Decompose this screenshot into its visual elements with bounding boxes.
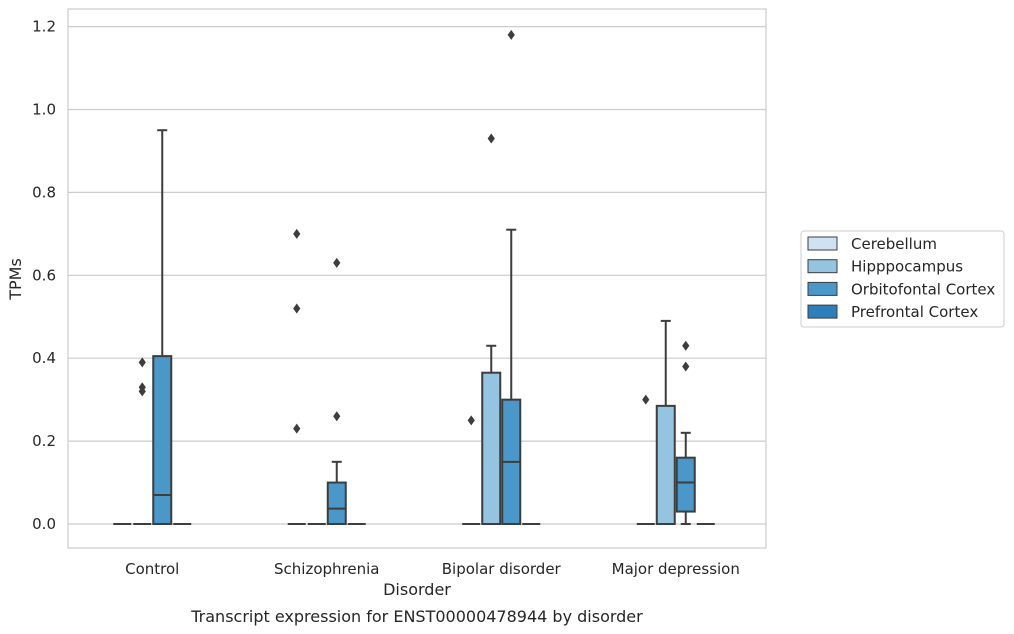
legend-label: Prefrontal Cortex: [851, 303, 978, 321]
outlier-point: [333, 411, 341, 422]
plot-frame: [67, 8, 767, 549]
box-body: [481, 371, 502, 525]
outlier-point: [293, 423, 301, 434]
legend-swatch: [807, 259, 838, 274]
y-axis-title: TPMs: [6, 258, 25, 301]
outlier-point: [138, 357, 146, 368]
legend-label: Hipppocampus: [851, 258, 963, 276]
outlier-point: [467, 415, 475, 426]
outlier-point: [293, 228, 301, 239]
outlier-point: [682, 361, 690, 372]
gridlines: [68, 26, 766, 525]
box-body: [326, 481, 347, 525]
box: [675, 340, 696, 525]
outlier-point: [333, 257, 341, 268]
box: [152, 129, 173, 525]
outlier-point: [507, 29, 515, 40]
legend-swatch: [807, 236, 838, 251]
outlier-point: [293, 303, 301, 314]
box: [462, 415, 481, 525]
y-tick-label: 0.4: [32, 349, 56, 367]
box: [501, 29, 522, 525]
box: [133, 357, 152, 525]
x-tick-label: Major depression: [612, 560, 740, 578]
x-axis-ticks: Control Schizophrenia Bipolar disorder Majo…: [125, 560, 740, 578]
y-tick-label: 0.6: [32, 266, 56, 284]
outlier-point: [487, 133, 495, 144]
y-tick-label: 0.0: [32, 515, 56, 533]
y-axis-ticks: 0.0 0.2 0.4 0.6 0.8 1.0 1.2: [32, 18, 56, 533]
outlier-point: [682, 340, 690, 351]
x-tick-label: Bipolar disorder: [442, 560, 562, 578]
x-tick-label: Schizophrenia: [274, 560, 379, 578]
box: [326, 257, 347, 525]
box-body: [655, 404, 676, 525]
x-tick-label: Control: [125, 560, 179, 578]
boxes: [113, 29, 715, 525]
box: [636, 394, 655, 525]
outlier-point: [642, 394, 650, 405]
legend-label: Orbitofontal Cortex: [851, 280, 995, 298]
x-axis-title: Disorder: [383, 580, 451, 599]
legend: Cerebellum Hipppocampus Orbitofontal Corte…: [800, 230, 1005, 328]
box: [655, 319, 676, 525]
y-tick-label: 1.0: [32, 101, 56, 119]
legend-label: Cerebellum: [851, 235, 937, 253]
y-tick-label: 0.2: [32, 432, 56, 450]
box-body: [152, 355, 173, 525]
y-tick-label: 1.2: [32, 18, 56, 36]
box: [481, 133, 502, 525]
box: [287, 228, 306, 525]
legend-swatch: [807, 281, 838, 296]
box-body: [675, 456, 696, 513]
y-tick-label: 0.8: [32, 183, 56, 201]
figure-caption: Transcript expression for ENST0000047894…: [190, 607, 643, 626]
outlier-point: [138, 382, 146, 393]
legend-frame: [800, 230, 1005, 328]
legend-swatch: [807, 304, 838, 319]
